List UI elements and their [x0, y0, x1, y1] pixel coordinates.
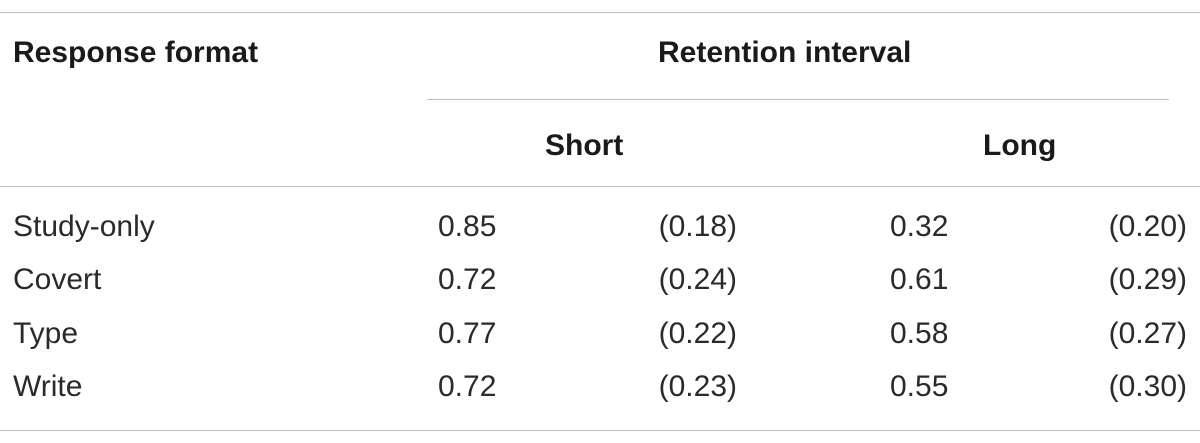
long-sd-cell: (0.20)	[1108, 210, 1187, 243]
short-mean-cell: 0.85	[438, 210, 497, 243]
short-sd-cell: (0.18)	[658, 210, 737, 243]
retention-interval-header: Retention interval	[658, 36, 912, 69]
retention-interval-underline	[427, 99, 1169, 100]
short-mean-cell: 0.72	[438, 370, 497, 403]
row-label: Study-only	[13, 210, 155, 243]
short-mean-cell: 0.77	[438, 317, 497, 350]
long-sd-cell: (0.27)	[1108, 317, 1187, 350]
long-column-header: Long	[983, 129, 1057, 162]
row-label: Covert	[13, 263, 102, 296]
short-column-header: Short	[545, 129, 624, 162]
long-sd-cell: (0.29)	[1108, 263, 1187, 296]
long-mean-cell: 0.32	[890, 210, 949, 243]
long-mean-cell: 0.61	[890, 263, 949, 296]
long-mean-cell: 0.58	[890, 317, 949, 350]
top-rule	[0, 12, 1200, 13]
short-mean-cell: 0.72	[438, 263, 497, 296]
header-bottom-rule	[0, 186, 1200, 187]
long-sd-cell: (0.30)	[1108, 370, 1187, 403]
short-sd-cell: (0.22)	[658, 317, 737, 350]
short-sd-cell: (0.23)	[658, 370, 737, 403]
long-mean-cell: 0.55	[890, 370, 949, 403]
bottom-rule	[0, 430, 1200, 431]
row-label: Write	[13, 370, 83, 403]
row-label: Type	[13, 317, 79, 350]
short-sd-cell: (0.24)	[658, 263, 737, 296]
response-format-header: Response format	[13, 36, 259, 69]
